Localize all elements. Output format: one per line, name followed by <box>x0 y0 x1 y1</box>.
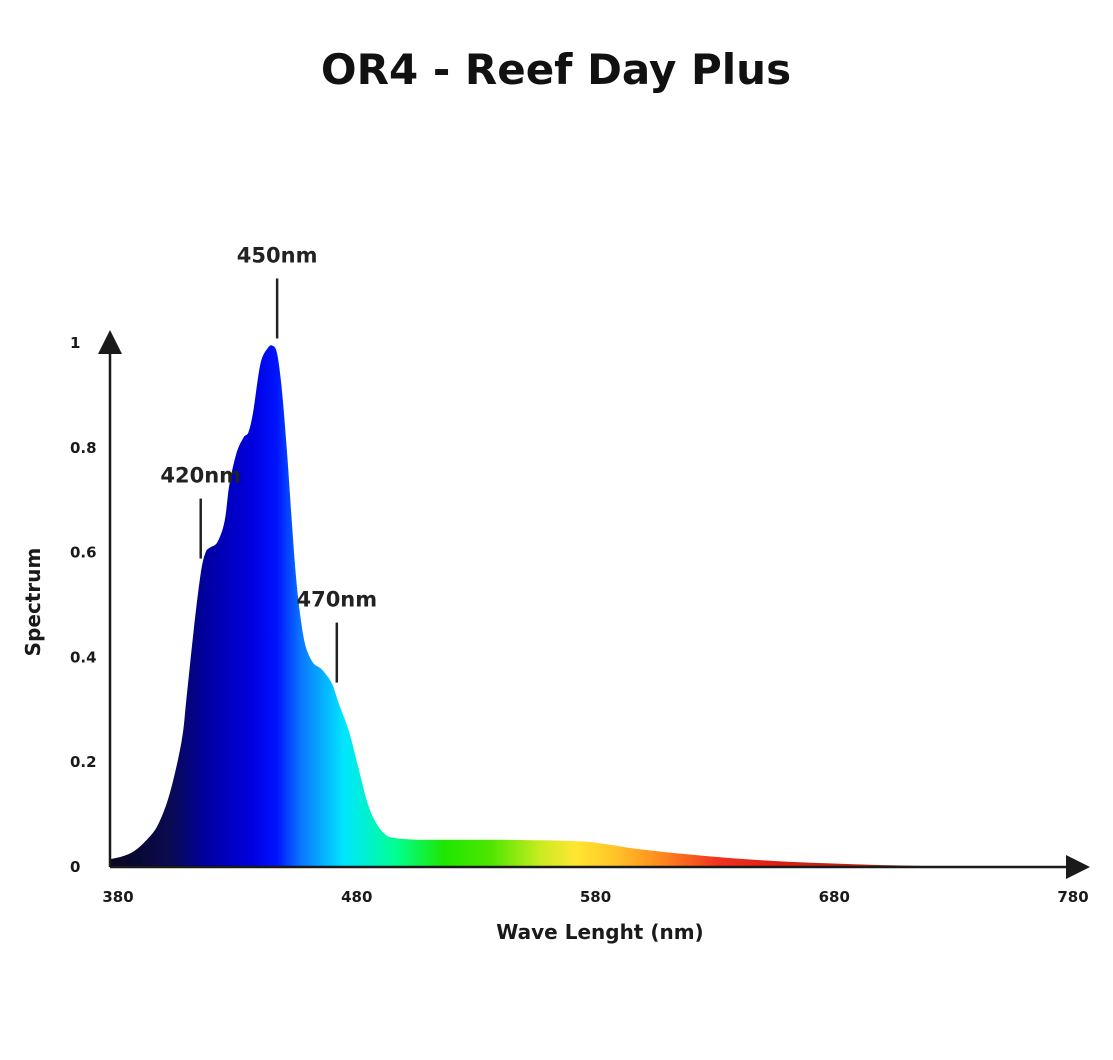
x-tick-label: 580 <box>580 888 611 906</box>
x-tick-label: 680 <box>819 888 850 906</box>
axes <box>98 330 1090 879</box>
x-axis-label: Wave Lenght (nm) <box>496 920 703 944</box>
annotation-label: 420nm <box>160 464 241 488</box>
y-tick-label: 0.4 <box>70 648 97 666</box>
annotation-label: 450nm <box>237 243 318 267</box>
y-axis-arrow-icon <box>98 330 122 354</box>
y-axis-label: Spectrum <box>21 548 45 657</box>
x-tick-label: 480 <box>341 888 372 906</box>
annotation-label: 470nm <box>296 588 377 612</box>
y-tick-label: 1 <box>70 334 80 352</box>
y-tick-label: 0.6 <box>70 544 97 562</box>
y-tick-label: 0 <box>70 858 80 876</box>
y-tick-labels: 0 0.2 0.4 0.6 0.8 1 <box>70 334 97 876</box>
chart-title: OR4 - Reef Day Plus <box>321 45 791 94</box>
y-tick-label: 0.8 <box>70 439 97 457</box>
x-tick-labels: 380 480 580 680 780 <box>102 888 1088 906</box>
x-axis-arrow-icon <box>1066 855 1090 879</box>
peak-annotations: 420nm 450nm 470nm <box>160 243 377 683</box>
x-tick-label: 780 <box>1057 888 1088 906</box>
spectrum-area <box>110 345 1065 868</box>
y-tick-label: 0.2 <box>70 753 97 771</box>
x-tick-label: 380 <box>102 888 133 906</box>
